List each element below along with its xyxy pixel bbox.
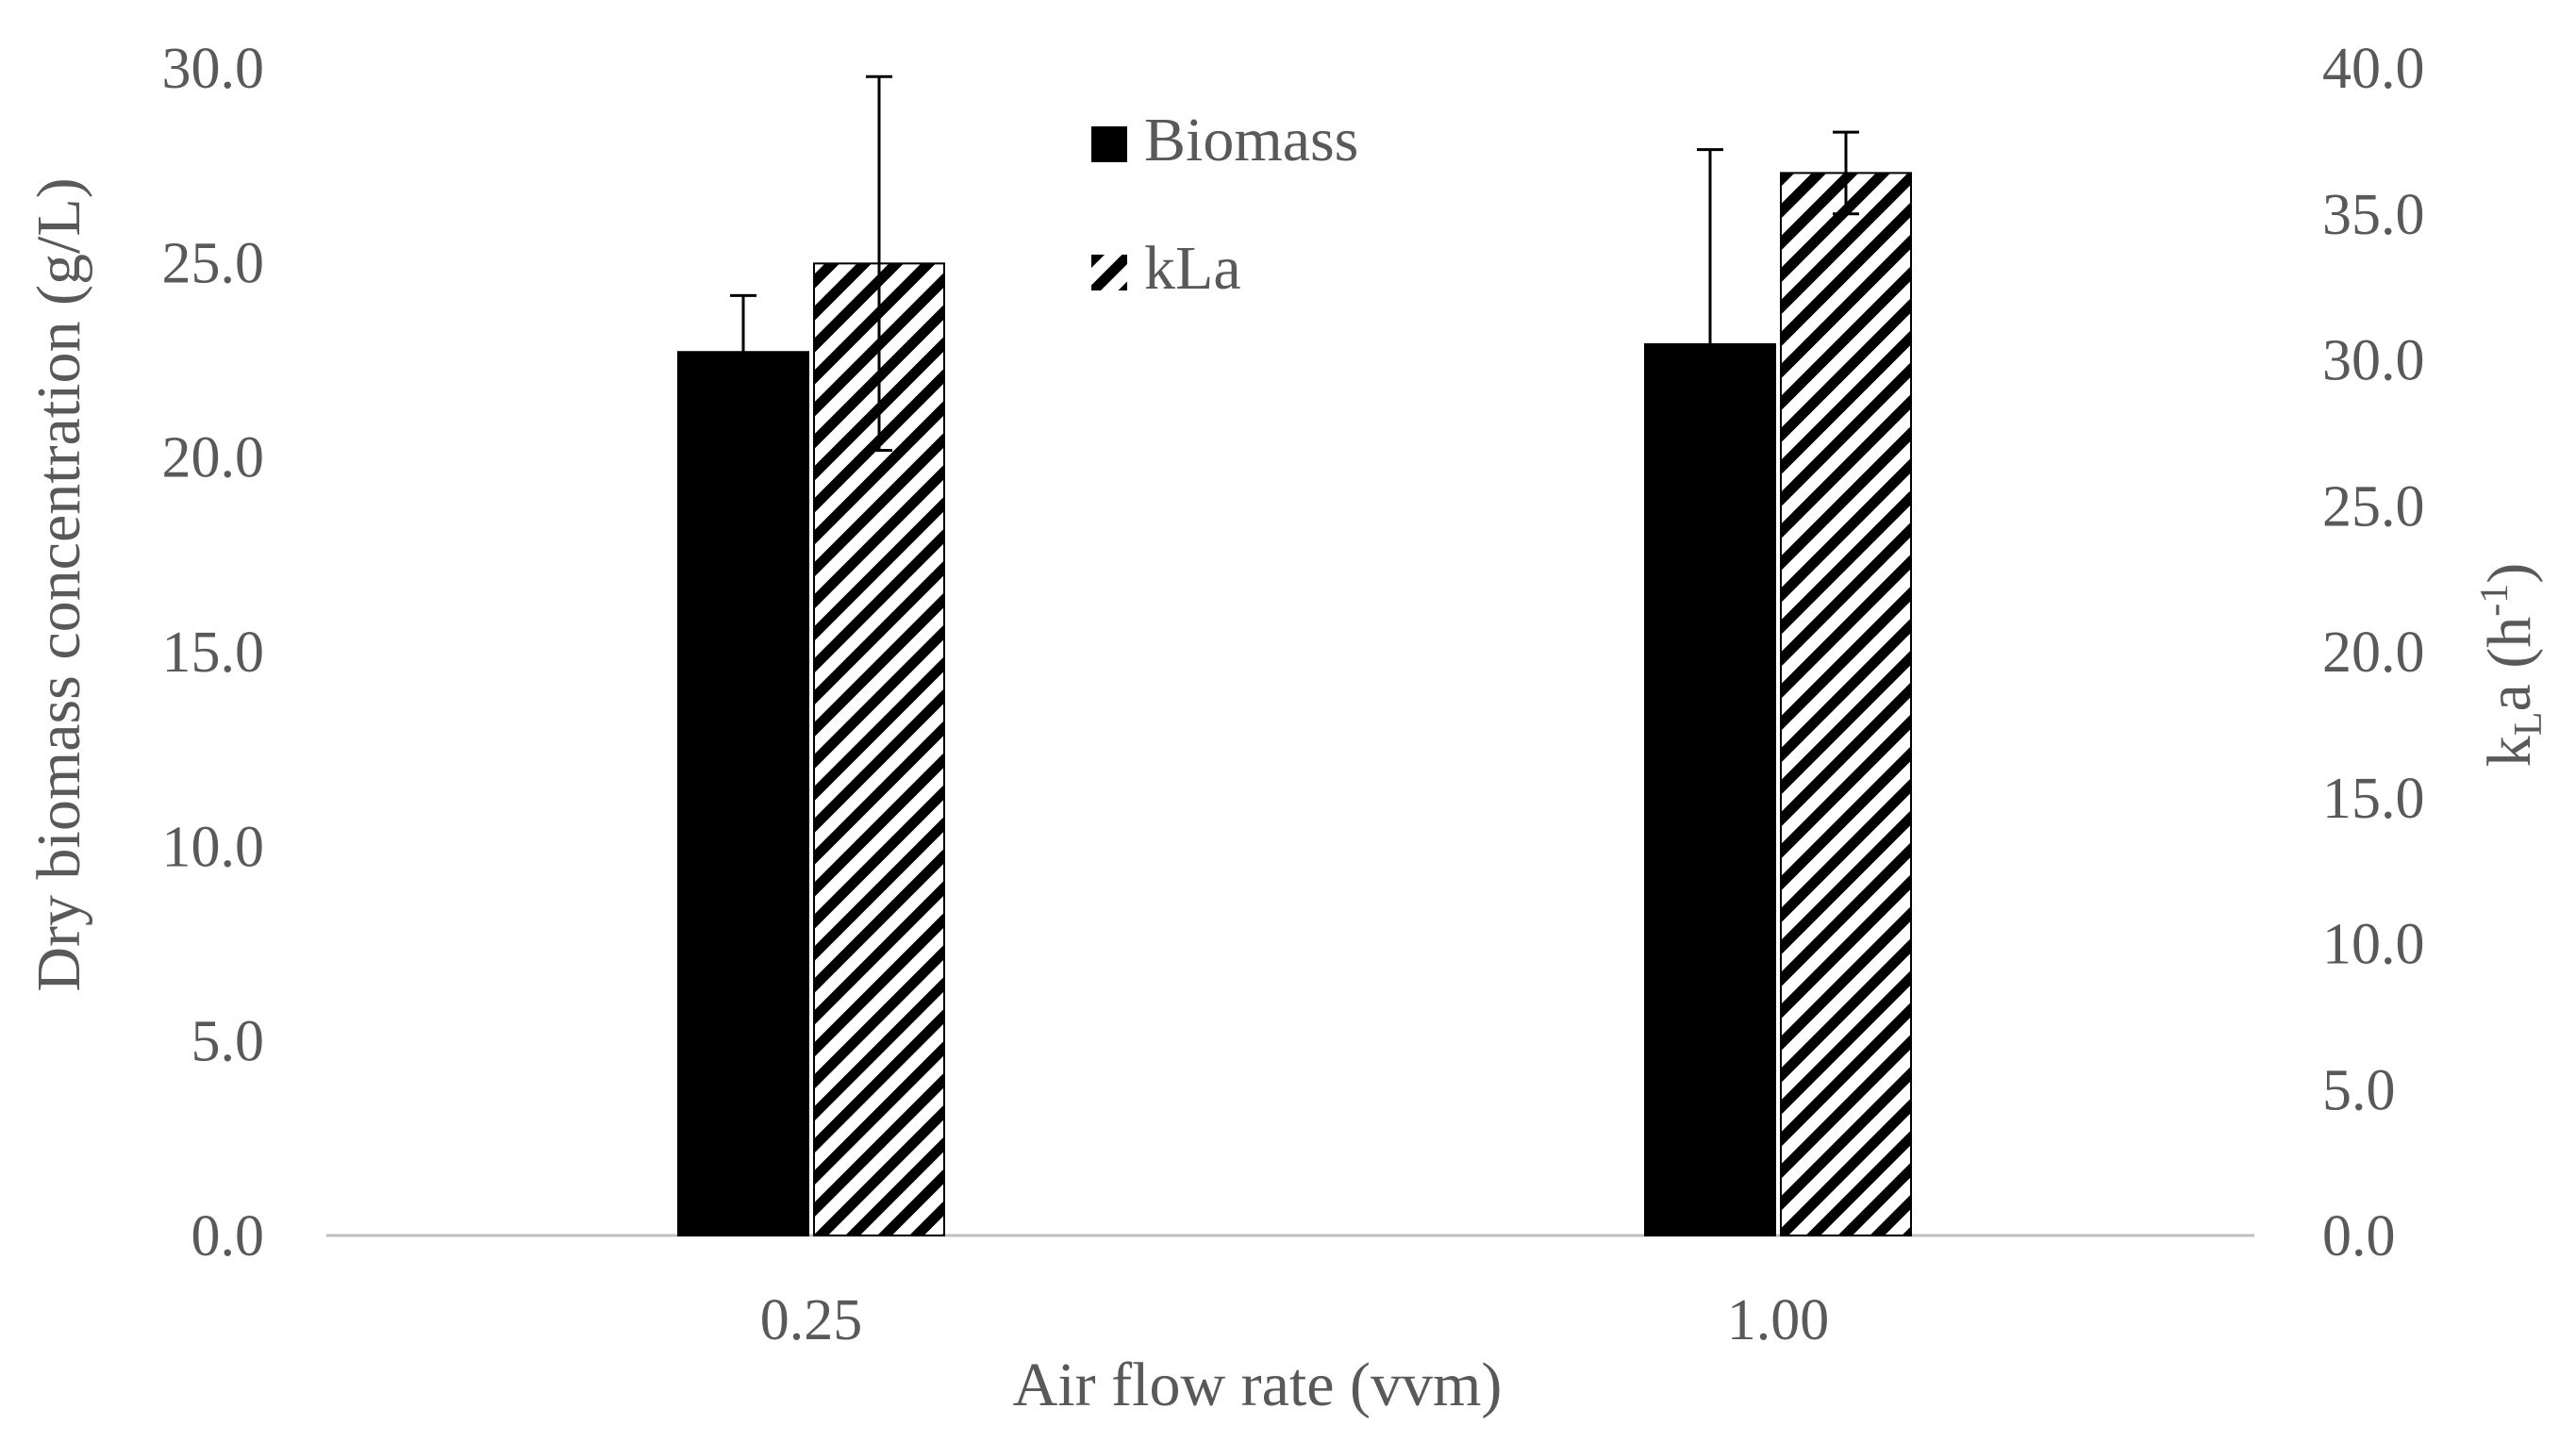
y-axis-title: Dry biomass concentration (g/L): [25, 177, 93, 991]
y-tick-label: 25.0: [162, 231, 265, 295]
labels-layer: Air flow rate (vvm) Dry biomass concentr…: [25, 177, 2551, 1419]
legend-label-kla: kLa: [1144, 234, 1241, 303]
x-tick-label: 0.25: [760, 1288, 863, 1352]
y2-axis-title-end: ): [2475, 563, 2544, 584]
bars-layer: [677, 172, 1912, 1237]
y2-tick-label: 40.0: [2322, 37, 2425, 101]
y2-axis-title: kLa (h-1): [2473, 563, 2551, 767]
y2-tick-label: 10.0: [2322, 913, 2425, 977]
legend-swatch-biomass: [1091, 126, 1127, 162]
y-tick-label: 20.0: [162, 426, 265, 490]
x-axis-title: Air flow rate (vvm): [1013, 1351, 1503, 1419]
legend-label-biomass: Biomass: [1144, 106, 1358, 174]
y-tick-label: 5.0: [191, 1010, 265, 1074]
y2-tick-label: 5.0: [2322, 1058, 2396, 1122]
bar-biomass-0.25: [677, 351, 809, 1237]
y2-axis-title-subscript: L: [2507, 712, 2551, 737]
y2-tick-label: 0.0: [2322, 1204, 2396, 1268]
y-tick-label: 15.0: [162, 621, 265, 685]
error-bars-layer: [730, 75, 1859, 540]
y-tick-label: 30.0: [162, 37, 265, 101]
y2-tick-label: 25.0: [2322, 474, 2425, 539]
y2-tick-label: 35.0: [2322, 183, 2425, 247]
y2-axis-title-middle: a (h: [2475, 617, 2544, 712]
y2-tick-label: 20.0: [2322, 621, 2425, 685]
x-tick-label: 1.00: [1727, 1288, 1830, 1352]
y2-axis-title-base: k: [2475, 736, 2544, 767]
bar-kla-1.00: [1780, 172, 1912, 1236]
y2-axis-title-superscript: -1: [2473, 584, 2517, 617]
axes-layer: 0.0 5.0 10.0 15.0 20.0 25.0 30.0 0.0 5.0 10.0 15.0…: [162, 37, 2425, 1352]
y2-tick-label: 15.0: [2322, 767, 2425, 831]
legend: Biomass kLa: [1091, 106, 1358, 303]
y-tick-label: 10.0: [162, 815, 265, 879]
y-tick-label: 0.0: [191, 1204, 265, 1268]
legend-swatch-kla: [1091, 255, 1127, 290]
y2-tick-label: 30.0: [2322, 329, 2425, 393]
